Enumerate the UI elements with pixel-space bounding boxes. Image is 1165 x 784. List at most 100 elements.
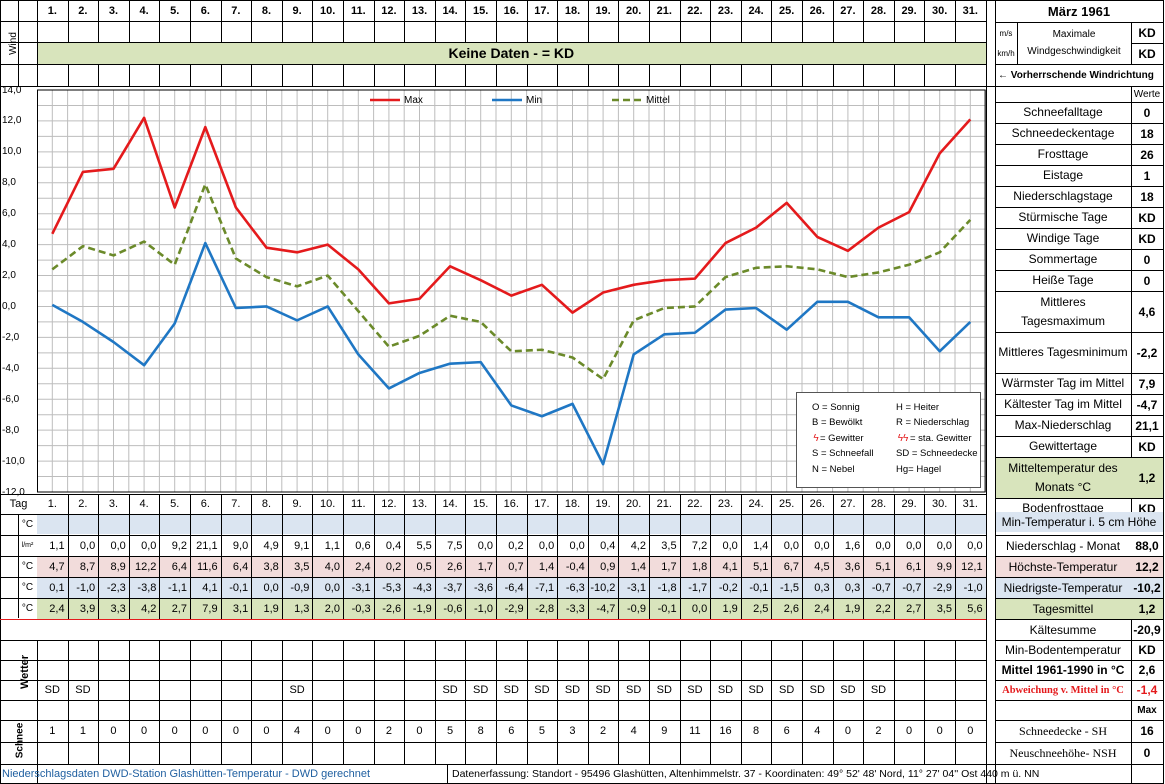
row-label: Höchste-Temperatur [1008, 559, 1118, 574]
table-value: 9,1 [294, 539, 310, 552]
day-header-bottom: 12. [381, 498, 397, 510]
day-header: 12. [381, 5, 397, 17]
vline [18, 514, 19, 618]
table-value: -1,1 [168, 581, 187, 594]
vline [893, 0, 895, 42]
table-value: -0,4 [565, 560, 585, 573]
table-value: -2,9 [933, 581, 952, 594]
table-value: 1,4 [538, 560, 555, 573]
vline [220, 494, 222, 619]
vline [649, 640, 650, 720]
vline [863, 64, 865, 86]
vline [465, 494, 467, 619]
table-value: -10,2 [590, 581, 616, 594]
row-bg [37, 599, 986, 619]
vline [373, 494, 375, 619]
table-value: 5,6 [967, 602, 983, 615]
day-header: 15. [473, 5, 489, 17]
vline [128, 0, 130, 42]
snow-value: 0 [324, 725, 331, 737]
vline [190, 640, 191, 720]
day-header: 31. [962, 5, 978, 17]
day-header-bottom: 30. [932, 498, 948, 510]
row-total: 88,0 [1135, 538, 1159, 553]
day-header: 22. [687, 5, 703, 17]
summary-label: Min-Bodentemperatur [1004, 643, 1122, 657]
day-header-bottom: 7. [231, 498, 241, 510]
table-value: 5,1 [753, 560, 769, 573]
wetter-value: SD [503, 684, 519, 696]
table-value: -1,0 [76, 581, 96, 594]
max-wind-kmh: KD [1138, 46, 1156, 61]
table-value: 3,9 [79, 602, 96, 615]
vline [802, 640, 803, 720]
table-value: 2,4 [355, 560, 371, 573]
prevailing-wind: ← Vorherrschende Windrichtung [998, 69, 1154, 81]
table-value: -3,1 [627, 581, 646, 594]
day-header-bottom: 3. [108, 498, 119, 510]
vline [281, 494, 283, 619]
vline [771, 640, 773, 720]
hline [0, 535, 986, 536]
max-label: Max [1137, 704, 1157, 716]
vline [863, 494, 865, 619]
vline [955, 64, 956, 86]
table-value: 2,0 [324, 602, 340, 615]
snow-value: 0 [416, 725, 423, 737]
vline [190, 0, 191, 42]
hline [995, 660, 1163, 661]
vline [740, 494, 742, 619]
hline [995, 186, 1163, 187]
day-header: 10. [320, 5, 336, 17]
vline [1017, 22, 1018, 64]
vline [67, 494, 69, 619]
summary-label: Kältesumme [1029, 622, 1097, 637]
day-header-bottom: 4. [139, 498, 149, 510]
day-header: 11. [350, 5, 366, 17]
vline [465, 0, 467, 42]
vline [863, 0, 865, 42]
table-value: 1,4 [753, 539, 769, 552]
table-value: -2,3 [106, 581, 126, 594]
table-value: -5,3 [382, 581, 402, 594]
day-header-bottom: 31. [962, 498, 978, 510]
day-header-bottom: 25. [779, 498, 795, 510]
table-value: -2,8 [535, 602, 555, 615]
vline [37, 0, 38, 86]
hline [995, 270, 1163, 271]
stat-value-6: KD [1138, 231, 1156, 246]
legend-item: Hg= Hagel [896, 463, 942, 475]
day-header-bottom: 17. [534, 498, 550, 510]
day-header-bottom: 9. [292, 498, 302, 510]
hline [995, 373, 1163, 374]
vline [771, 64, 773, 86]
vline [220, 0, 222, 42]
day-header-bottom: 14. [442, 498, 458, 510]
legend-item: O = Sonnig [812, 401, 860, 413]
legend-item: SD = Schneedecke [896, 448, 978, 459]
snow-value: 4 [814, 725, 821, 737]
hline [995, 86, 1163, 87]
table-value: 0,4 [600, 539, 616, 552]
row-label-bg [996, 577, 1163, 598]
table-value: 0,6 [355, 539, 371, 552]
hline [995, 640, 1163, 641]
table-value: -0,9 [627, 602, 646, 615]
footer-right: Datenerfassung: Standort - 95496 Glashüt… [452, 767, 1040, 780]
stat-label-3: Eistage [1042, 168, 1084, 182]
vline [251, 494, 253, 619]
unit-ms: m/s [999, 28, 1013, 38]
day-header: 7. [231, 5, 241, 17]
vline [924, 64, 926, 86]
day-header: 5. [170, 5, 180, 17]
day-header: 8. [261, 5, 272, 17]
y-tick-label: 6,0 [2, 208, 16, 220]
hline [0, 660, 986, 661]
vline [281, 0, 283, 42]
vline [447, 764, 448, 784]
table-value: -1,8 [657, 581, 677, 594]
vline [98, 640, 100, 720]
day-header-bottom: 1. [47, 498, 57, 510]
vline [649, 494, 650, 619]
snow-value: 6 [783, 725, 790, 737]
